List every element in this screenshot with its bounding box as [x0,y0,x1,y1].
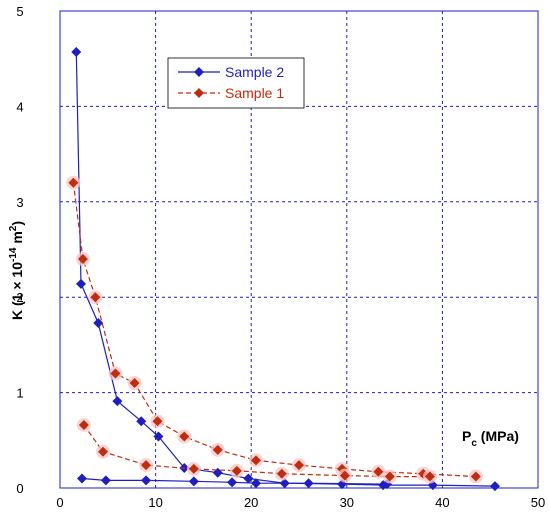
x-tick-label: 10 [148,495,162,510]
data-point [68,177,79,188]
data-point [179,431,190,442]
x-tick-label: 50 [531,495,545,510]
data-point [110,368,121,379]
data-point [76,473,87,484]
y-axis-title-mid: m [9,231,25,247]
legend-item-sample-1: Sample 1 [178,85,284,101]
data-point [250,455,261,466]
y-axis-title-superscript: -14 [8,247,19,262]
data-point [100,475,111,486]
x-tick-label: 30 [340,495,354,510]
legend-box [167,57,305,109]
data-point [489,481,500,492]
data-point [141,475,152,486]
data-point [71,47,82,58]
data-point [76,278,87,289]
data-point [243,473,254,484]
x-axis-title-rest: (MPa) [477,428,519,444]
y-axis-title-superscript-2: 2 [8,225,19,231]
data-point [188,476,199,487]
x-tick-label: 0 [56,495,63,510]
series-sample-1 [66,175,483,484]
data-point [93,317,104,328]
series-line [75,51,496,487]
data-point [153,431,164,442]
data-point [129,378,140,389]
legend-label-sample-2: Sample 2 [225,64,284,80]
data-point [424,471,435,482]
legend: Sample 2 Sample 1 [167,57,305,109]
legend-item-sample-2: Sample 2 [178,64,284,80]
x-axis-title: Pc (MPa) [462,428,519,449]
data-point [294,460,304,471]
data-point [188,463,199,474]
legend-label-sample-1: Sample 1 [225,85,284,101]
x-axis-title-main: P [462,428,471,444]
y-tick-label: 3 [16,195,23,210]
y-tick-label: 1 [16,386,23,401]
series-line [81,477,388,485]
series-sample-2 [71,47,500,492]
x-axis-title-subscript: c [471,438,477,449]
y-tick-label: 5 [16,4,23,19]
legend-marker-sample-2 [194,67,204,77]
series-layer [66,47,500,492]
data-point [141,460,152,471]
y-axis-title-main: K (1 × 10 [9,262,25,320]
y-axis-title: K (1 × 10-14 m2) [8,221,25,320]
x-tick-label: 20 [244,495,258,510]
data-point [78,420,89,431]
data-point [276,468,287,479]
data-point [339,470,350,481]
data-point [384,471,395,482]
data-point [112,396,123,407]
series-line [72,182,476,478]
data-point [279,478,290,489]
data-point [90,292,101,303]
data-point [250,478,261,489]
data-point [98,446,109,457]
legend-marker-sample-1 [194,88,204,98]
y-tick-label: 4 [16,99,23,114]
data-point [303,478,314,489]
y-axis-title-end: ) [9,221,25,226]
data-point [212,444,223,455]
data-point [373,466,384,477]
data-point [231,465,242,476]
data-point [227,477,238,488]
tick-labels: 0 10 20 30 40 50 0 1 2 3 4 5 [16,4,545,510]
y-tick-label: 2 [16,290,23,305]
x-tick-label: 40 [435,495,449,510]
data-point [77,254,88,265]
data-point [152,416,163,427]
data-point [470,471,481,482]
data-point [136,416,147,427]
y-tick-label: 0 [16,481,23,496]
plot-frame [59,10,539,489]
